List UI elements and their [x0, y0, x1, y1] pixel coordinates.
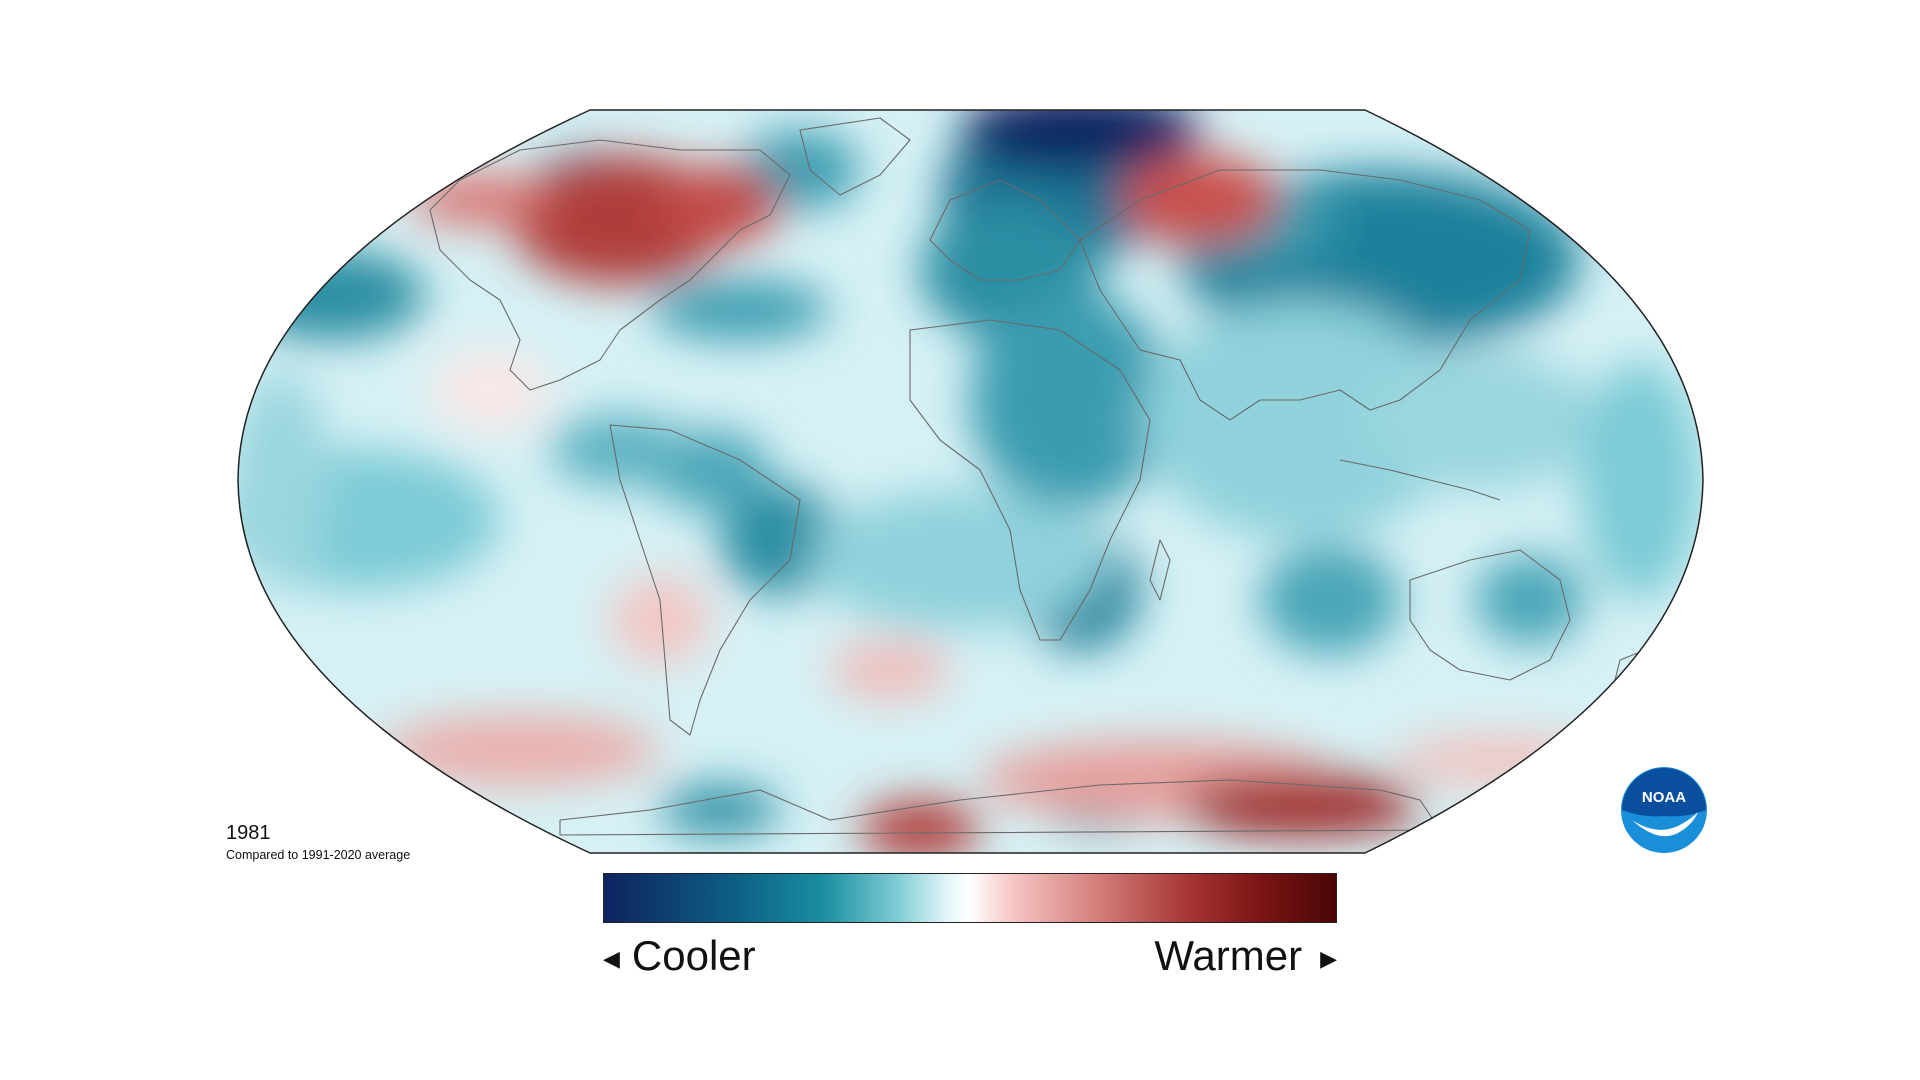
- antarctica-coast: [559, 779, 1441, 836]
- australia-coast: [1409, 549, 1571, 681]
- legend-warmer: Warmer ▶: [1154, 928, 1337, 987]
- africa-coast: [909, 319, 1151, 641]
- right-triangle-icon: ▶: [1320, 945, 1337, 971]
- greenland-coast: [799, 117, 911, 196]
- map-outline: [237, 109, 1704, 854]
- coastlines: [429, 117, 1646, 836]
- anomaly-field: [238, 110, 1703, 853]
- indonesia-coast: [1339, 459, 1501, 501]
- colorbar: [603, 873, 1337, 923]
- south-america-coast: [609, 424, 801, 736]
- year-label: 1981: [226, 822, 271, 844]
- asia-coast: [1079, 169, 1531, 421]
- left-triangle-icon: ◀: [603, 945, 620, 971]
- europe-coast: [929, 179, 1081, 281]
- cooler-label: Cooler: [631, 932, 756, 979]
- noaa-logo-icon: NOAA: [1621, 767, 1707, 853]
- anomaly-blobs: [238, 110, 1700, 853]
- warmer-label: Warmer: [1154, 932, 1303, 979]
- subtitle-label: Compared to 1991-2020 average: [226, 848, 411, 862]
- colorbar-gradient: [604, 874, 1336, 922]
- legend-cooler: ◀ Cooler: [603, 928, 756, 987]
- madagascar-coast: [1149, 539, 1171, 601]
- north-america-coast: [429, 139, 791, 391]
- noaa-logo-text: NOAA: [1642, 789, 1686, 806]
